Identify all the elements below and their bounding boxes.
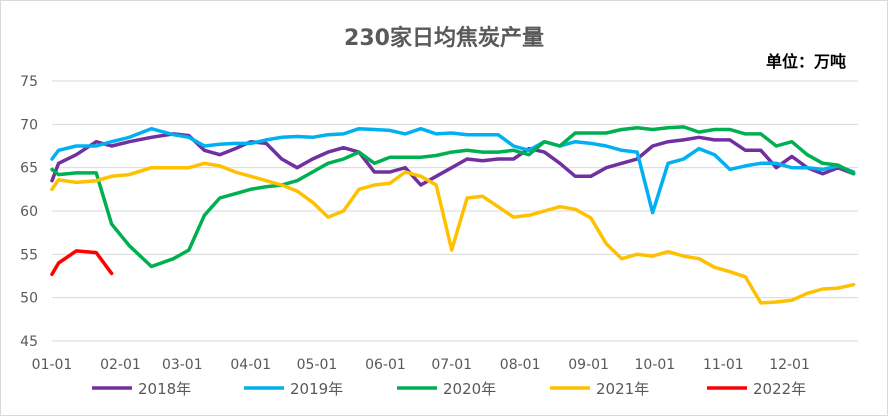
y-tick-label: 70 bbox=[20, 117, 38, 133]
x-tick-label: 10-01 bbox=[635, 357, 676, 373]
series-line bbox=[50, 125, 856, 269]
x-tick-label: 02-01 bbox=[100, 357, 141, 373]
legend-label: 2020年 bbox=[443, 380, 496, 398]
x-tick-label: 11-01 bbox=[703, 357, 744, 373]
y-tick-label: 50 bbox=[20, 291, 38, 307]
y-tick-label: 45 bbox=[20, 334, 38, 350]
unit-label: 单位：万吨 bbox=[766, 52, 846, 71]
x-tick-label: 04-01 bbox=[230, 357, 271, 373]
legend-label: 2022年 bbox=[753, 380, 806, 398]
x-tick-label: 03-01 bbox=[162, 357, 203, 373]
y-tick-label: 60 bbox=[20, 204, 38, 220]
x-tick-label: 06-01 bbox=[365, 357, 406, 373]
legend: 2018年 2019年 2020年 2021年 2022年 bbox=[92, 380, 806, 398]
y-tick-label: 55 bbox=[20, 247, 38, 263]
series-line bbox=[50, 249, 114, 277]
legend-label: 2018年 bbox=[138, 380, 191, 398]
x-axis: 01-01 02-01 03-01 04-01 05-01 06-01 07-01 08-01… bbox=[32, 357, 810, 373]
y-axis: 45 50 55 60 65 70 75 bbox=[20, 74, 38, 350]
chart-title: 230家日均焦炭产量 bbox=[344, 25, 544, 51]
x-tick-label: 09-01 bbox=[568, 357, 609, 373]
x-tick-label: 12-01 bbox=[769, 357, 810, 373]
x-tick-label: 01-01 bbox=[32, 357, 73, 373]
series-line bbox=[50, 132, 856, 187]
series-line bbox=[50, 126, 856, 215]
x-tick-label: 05-01 bbox=[297, 357, 338, 373]
legend-label: 2019年 bbox=[290, 380, 343, 398]
gridlines bbox=[52, 80, 858, 342]
x-tick-label: 07-01 bbox=[431, 357, 472, 373]
legend-label: 2021年 bbox=[596, 380, 649, 398]
series-line bbox=[50, 161, 856, 305]
y-tick-label: 65 bbox=[20, 161, 38, 177]
y-tick-label: 75 bbox=[20, 74, 38, 90]
x-tick-label: 08-01 bbox=[500, 357, 541, 373]
series-lines bbox=[50, 125, 856, 305]
